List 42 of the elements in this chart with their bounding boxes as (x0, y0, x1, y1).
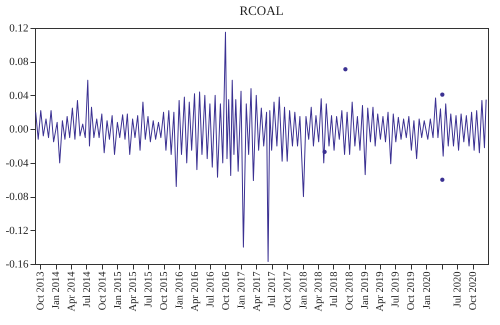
x-tick-label: Apr 2019 (375, 272, 386, 312)
y-tick-label: 0.12 (9, 22, 28, 34)
x-tick-label: Jul 2015 (143, 272, 154, 308)
chart-title: RCOAL (239, 3, 284, 18)
x-tick-label: Jul 2020 (452, 272, 464, 308)
point (440, 92, 444, 97)
line-series (35, 32, 487, 262)
y-tick-label: -0.04 (6, 157, 29, 170)
x-tick-label: Jul 2018 (328, 272, 340, 308)
y-tick-label: -0.16 (6, 258, 29, 270)
x-tick-label: Jul 2014 (82, 270, 93, 308)
x-tick-label: Jan 2020 (422, 272, 433, 310)
x-tick-label: Oct 2015 (159, 272, 170, 310)
y-tick-label: -0.08 (6, 191, 29, 204)
x-tick-label: Apr 2018 (314, 272, 324, 312)
x-tick-label: Jan 2019 (360, 272, 372, 310)
y-tick-label: 0.00 (9, 124, 29, 136)
x-tick-label: Jul 2019 (390, 272, 402, 308)
y-tick-label: 0.04 (9, 90, 29, 102)
x-tick-label: Jul 2016 (205, 272, 216, 308)
x-tick-label: Apr 2015 (128, 272, 140, 312)
point (440, 178, 444, 182)
x-tick-label: Oct 2018 (344, 272, 356, 310)
y-tick-label: -0.12 (6, 224, 28, 237)
x-tick-label: Apr 2017 (252, 272, 263, 312)
x-tick-label: Jan 2016 (174, 272, 186, 310)
x-tick-label: Jan 2017 (236, 272, 248, 310)
x-tick-label: Oct 2013 (36, 272, 47, 310)
x-tick-label: Oct 2017 (282, 272, 294, 310)
x-tick-label: Oct 2019 (406, 272, 418, 310)
x-tick-label: Jan 2014 (51, 270, 62, 310)
x-tick-label: Oct 2014 (97, 270, 108, 310)
y-tick-label: 0.08 (9, 56, 29, 68)
point (343, 67, 348, 72)
x-tick-label: Jan 2018 (298, 272, 310, 310)
x-tick-label: Oct 2020 (468, 272, 480, 310)
x-tick-label: Apr 2014 (66, 270, 78, 312)
x-tick-label: Jan 2015 (112, 272, 124, 310)
x-tick-label: Jul 2017 (267, 272, 278, 308)
point (322, 150, 327, 154)
x-tick-label: Apr 2016 (190, 272, 202, 312)
x-tick-label: Oct 2016 (220, 272, 232, 310)
